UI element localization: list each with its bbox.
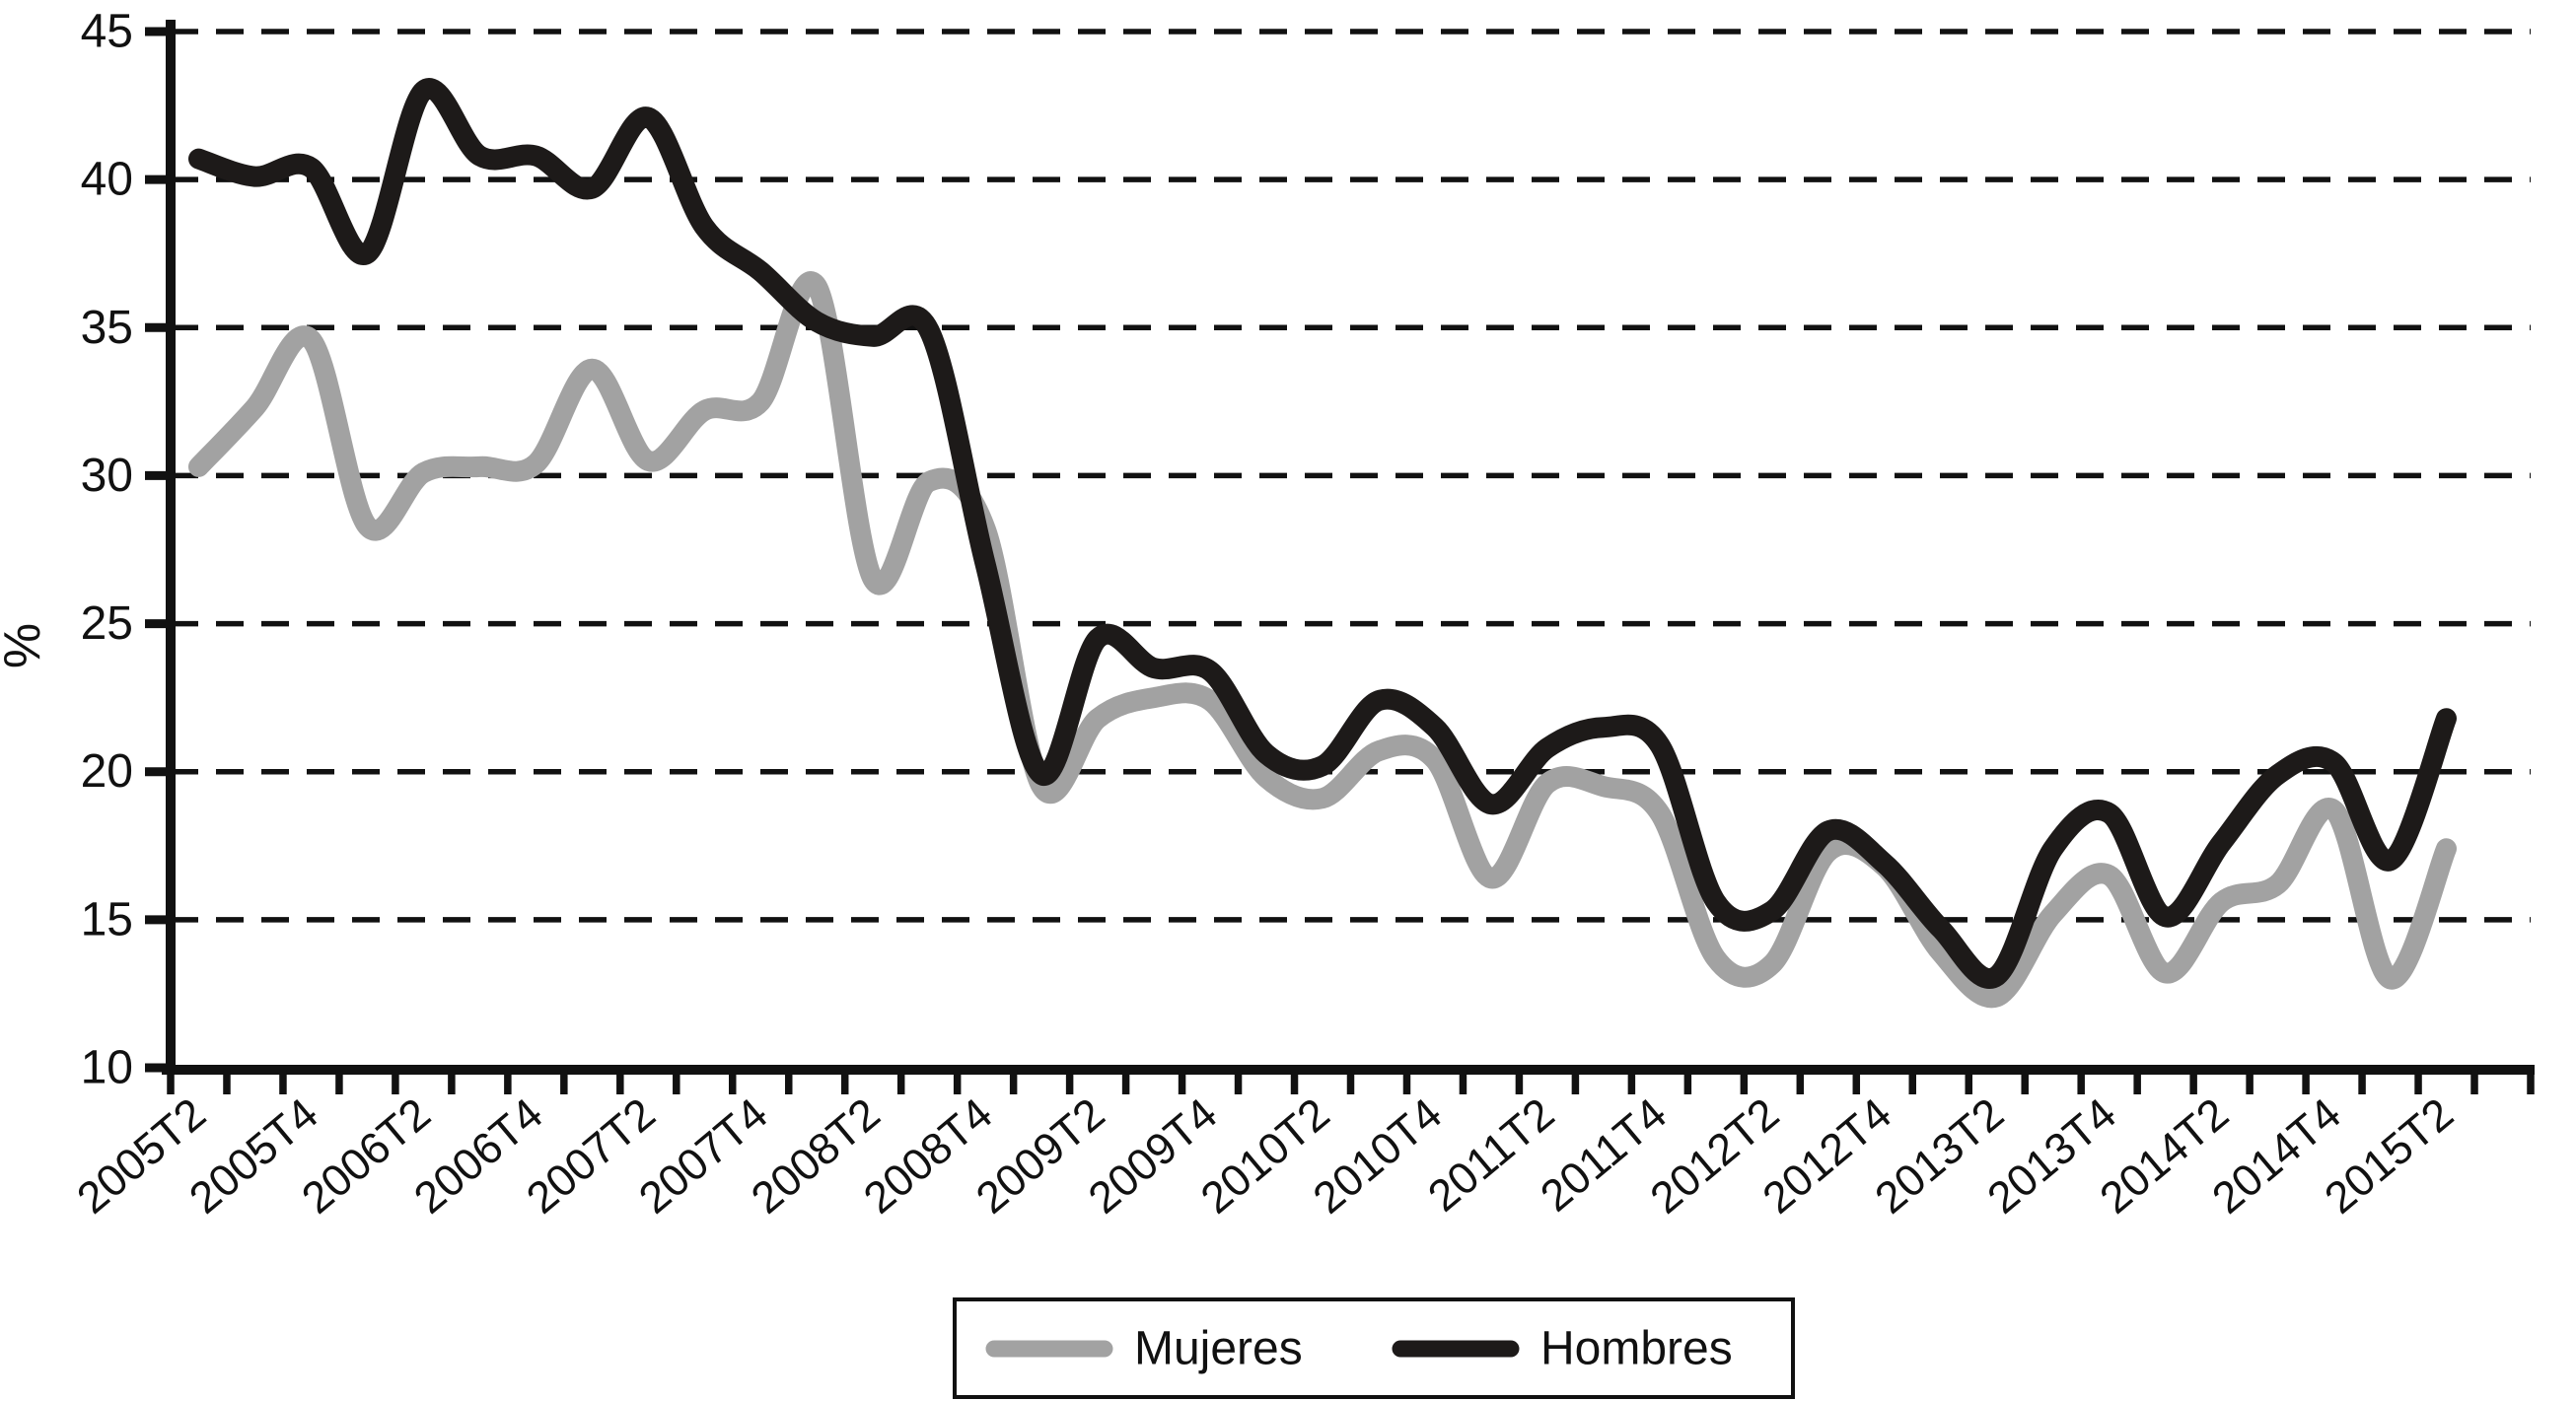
x-tick-label-2014T2: 2014T2 <box>2090 1088 2238 1224</box>
x-tick-label-2005T2: 2005T2 <box>67 1088 215 1224</box>
y-tick-label-30: 30 <box>81 450 133 502</box>
x-tick-label-2010T2: 2010T2 <box>1191 1088 1339 1224</box>
x-tick-label-2010T4: 2010T4 <box>1304 1088 1452 1224</box>
x-tick-label-2006T2: 2006T2 <box>292 1088 440 1224</box>
y-tick-label-15: 15 <box>81 893 133 946</box>
y-axis-ticks <box>145 27 171 1073</box>
y-axis-tick-labels: 45 40 35 30 25 20 15 10 <box>81 6 133 1094</box>
x-tick-label-2012T2: 2012T2 <box>1641 1088 1789 1224</box>
x-tick-label-2013T4: 2013T4 <box>1977 1088 2125 1224</box>
x-tick-label-2012T4: 2012T4 <box>1753 1088 1901 1224</box>
x-tick-label-2008T2: 2008T2 <box>742 1088 890 1224</box>
x-tick-label-2015T2: 2015T2 <box>2315 1088 2463 1224</box>
y-axis-title: % <box>0 623 51 668</box>
x-tick-label-2009T4: 2009T4 <box>1079 1088 1227 1224</box>
x-axis-ticks <box>167 1070 2535 1094</box>
y-tick-label-40: 40 <box>81 154 133 206</box>
x-tick-label-2013T2: 2013T2 <box>1865 1088 2013 1224</box>
series-line-hombres <box>187 78 2457 989</box>
y-tick-label-25: 25 <box>81 597 133 650</box>
x-tick-label-2005T4: 2005T4 <box>179 1088 327 1224</box>
x-tick-label-2007T4: 2007T4 <box>629 1088 777 1224</box>
x-tick-label-2006T4: 2006T4 <box>404 1088 552 1224</box>
y-tick-label-20: 20 <box>81 745 133 798</box>
series-line-mujeres <box>187 271 2457 1009</box>
legend: Mujeres Hombres <box>953 1297 1795 1399</box>
series-lines <box>187 78 2457 1009</box>
x-tick-label-2008T4: 2008T4 <box>854 1088 1002 1224</box>
x-tick-label-2014T4: 2014T4 <box>2202 1088 2350 1224</box>
x-axis-tick-labels: 2005T22005T42006T22006T42007T22007T42008… <box>67 1088 2463 1224</box>
x-tick-label-2009T2: 2009T2 <box>966 1088 1114 1224</box>
x-tick-label-2011T2: 2011T2 <box>1418 1088 1563 1222</box>
legend-label-mujeres: Mujeres <box>1134 1323 1303 1375</box>
y-tick-label-35: 35 <box>81 302 133 354</box>
y-tick-label-45: 45 <box>81 6 133 58</box>
y-tick-label-10: 10 <box>81 1042 133 1094</box>
legend-label-hombres: Hombres <box>1540 1323 1733 1375</box>
x-tick-label-2007T2: 2007T2 <box>517 1088 665 1224</box>
